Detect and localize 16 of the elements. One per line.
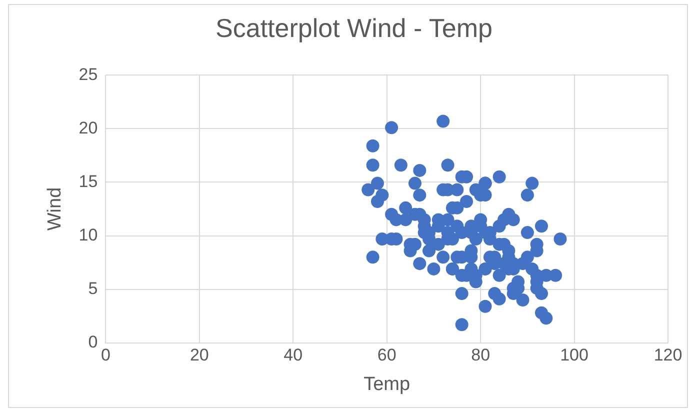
y-tick-label: 0: [88, 332, 98, 352]
x-tick-label: 60: [377, 346, 396, 365]
x-tick-label: 100: [560, 346, 588, 365]
x-tick-label: 80: [471, 346, 490, 365]
x-tick-label: 20: [190, 346, 209, 365]
x-tick-label: 40: [284, 346, 303, 365]
x-tick-label: 0: [100, 346, 110, 365]
y-tick-label: 25: [78, 64, 98, 84]
y-tick-label: 20: [78, 118, 98, 138]
y-tick-label: 5: [88, 278, 98, 298]
y-axis-title: Wind: [44, 187, 66, 231]
x-axis-title: Temp: [364, 374, 410, 395]
y-tick-label: 15: [78, 172, 98, 191]
y-tick-label: 10: [78, 225, 98, 244]
x-tick-label: 120: [654, 346, 682, 365]
chart-title: Scatterplot Wind - Temp: [216, 12, 492, 43]
